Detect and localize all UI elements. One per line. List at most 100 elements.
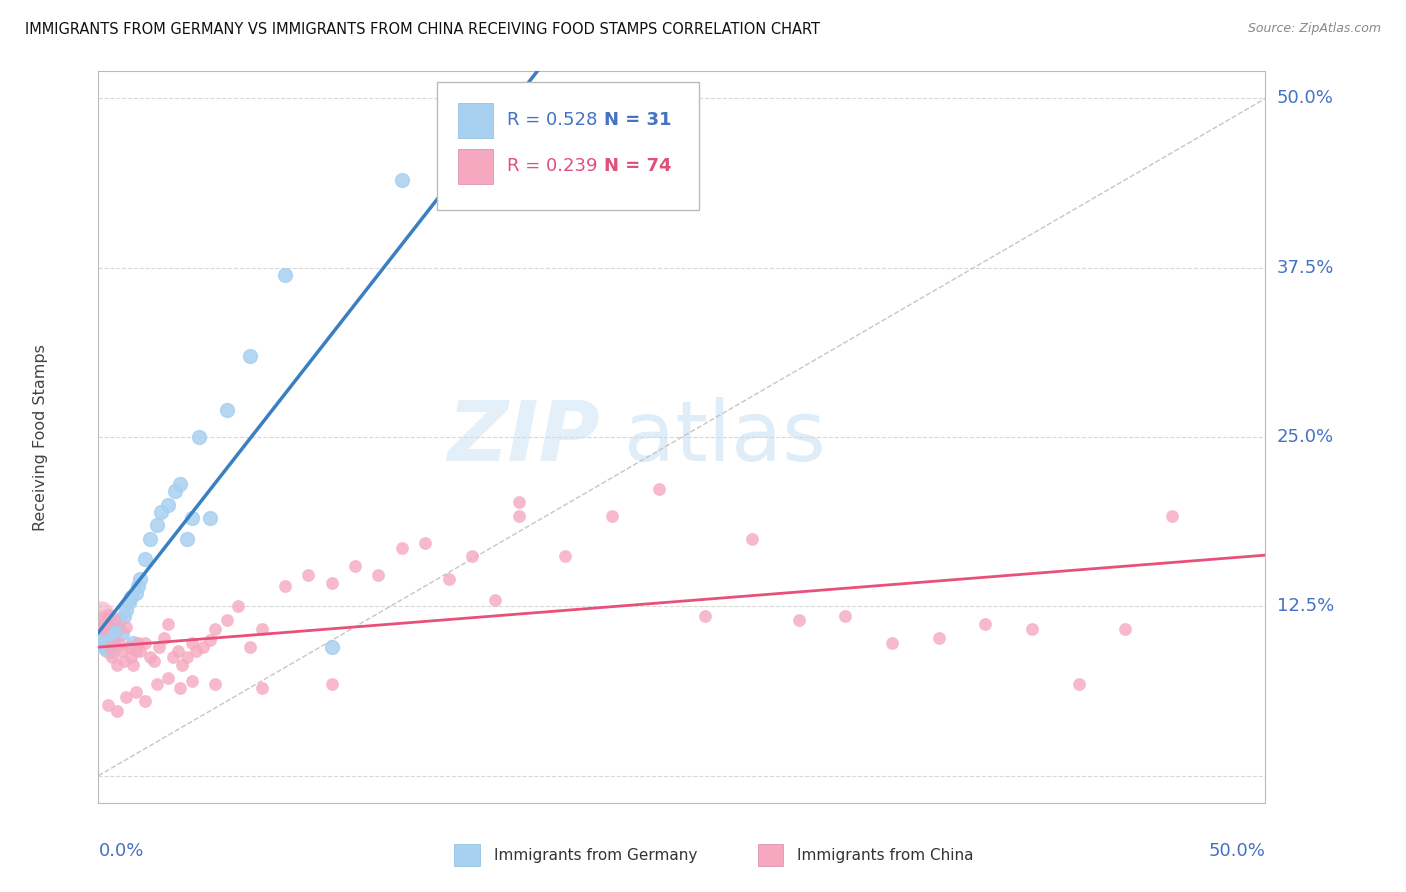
Point: [129, 644, 152, 658]
Point: [97, 698, 120, 713]
Text: IMMIGRANTS FROM GERMANY VS IMMIGRANTS FROM CHINA RECEIVING FOOD STAMPS CORRELATI: IMMIGRANTS FROM GERMANY VS IMMIGRANTS FR…: [25, 22, 820, 37]
Point: [150, 505, 173, 519]
Point: [122, 636, 145, 650]
Point: [274, 268, 297, 282]
Point: [120, 649, 142, 664]
Point: [321, 576, 343, 591]
Point: [508, 508, 530, 523]
Point: [239, 640, 262, 654]
Point: [321, 640, 343, 654]
Point: [165, 484, 187, 499]
Point: [787, 613, 810, 627]
Text: atlas: atlas: [624, 397, 825, 477]
Point: [98, 636, 121, 650]
Point: [157, 498, 180, 512]
Point: [127, 636, 149, 650]
Point: [94, 626, 117, 640]
Point: [437, 572, 460, 586]
Point: [91, 617, 114, 632]
Point: [928, 631, 950, 645]
Text: R = 0.239: R = 0.239: [508, 158, 598, 176]
Text: 25.0%: 25.0%: [1277, 428, 1334, 446]
Point: [193, 640, 215, 654]
Point: [152, 631, 174, 645]
Point: [157, 671, 180, 685]
Point: [239, 349, 262, 363]
Point: [139, 532, 162, 546]
Point: [166, 644, 188, 658]
Text: Source: ZipAtlas.com: Source: ZipAtlas.com: [1247, 22, 1381, 36]
Point: [104, 623, 127, 637]
Point: [413, 535, 436, 549]
Text: R = 0.528: R = 0.528: [508, 112, 598, 129]
Point: [108, 613, 131, 627]
Point: [91, 623, 114, 637]
Point: [974, 617, 997, 632]
Point: [215, 613, 238, 627]
Point: [461, 549, 484, 564]
Text: 50.0%: 50.0%: [1277, 89, 1333, 107]
Point: [186, 644, 208, 658]
Bar: [454, 845, 479, 866]
Text: 50.0%: 50.0%: [1209, 842, 1265, 860]
Bar: [458, 103, 494, 138]
Point: [98, 640, 121, 654]
Point: [297, 568, 319, 582]
Point: [115, 620, 138, 634]
Point: [321, 676, 343, 690]
Point: [111, 644, 134, 658]
Point: [125, 684, 148, 698]
Text: Receiving Food Stamps: Receiving Food Stamps: [32, 343, 48, 531]
Point: [554, 549, 576, 564]
Point: [101, 631, 124, 645]
Point: [1021, 623, 1043, 637]
Point: [134, 636, 156, 650]
Point: [1114, 623, 1136, 637]
Point: [134, 694, 156, 708]
Point: [148, 640, 170, 654]
Point: [98, 633, 121, 648]
Text: ZIP: ZIP: [447, 397, 600, 477]
Point: [484, 592, 506, 607]
Point: [146, 518, 169, 533]
Point: [104, 613, 127, 627]
Point: [105, 704, 128, 718]
Point: [834, 608, 856, 623]
Point: [647, 482, 669, 496]
Point: [187, 430, 209, 444]
Point: [105, 617, 128, 632]
Text: N = 31: N = 31: [603, 112, 671, 129]
Point: [127, 579, 149, 593]
Point: [250, 623, 273, 637]
Point: [172, 657, 194, 672]
Point: [880, 636, 903, 650]
Point: [94, 617, 117, 632]
Point: [97, 608, 120, 623]
Point: [600, 508, 623, 523]
Point: [169, 477, 191, 491]
Point: [125, 586, 148, 600]
Point: [146, 676, 169, 690]
Point: [118, 595, 141, 609]
Point: [97, 613, 120, 627]
Point: [228, 599, 250, 614]
Point: [111, 626, 134, 640]
FancyBboxPatch shape: [437, 82, 699, 211]
Point: [118, 640, 141, 654]
Point: [94, 631, 117, 645]
Point: [1161, 508, 1184, 523]
Point: [741, 532, 763, 546]
Point: [125, 644, 148, 658]
Point: [143, 654, 166, 668]
Point: [112, 608, 135, 623]
Point: [344, 558, 367, 573]
Text: N = 74: N = 74: [603, 158, 671, 176]
Point: [274, 579, 297, 593]
Point: [139, 649, 162, 664]
Point: [1067, 676, 1090, 690]
Point: [90, 606, 112, 620]
Text: 37.5%: 37.5%: [1277, 259, 1334, 277]
Point: [105, 657, 128, 672]
Point: [120, 590, 142, 604]
Point: [508, 495, 530, 509]
